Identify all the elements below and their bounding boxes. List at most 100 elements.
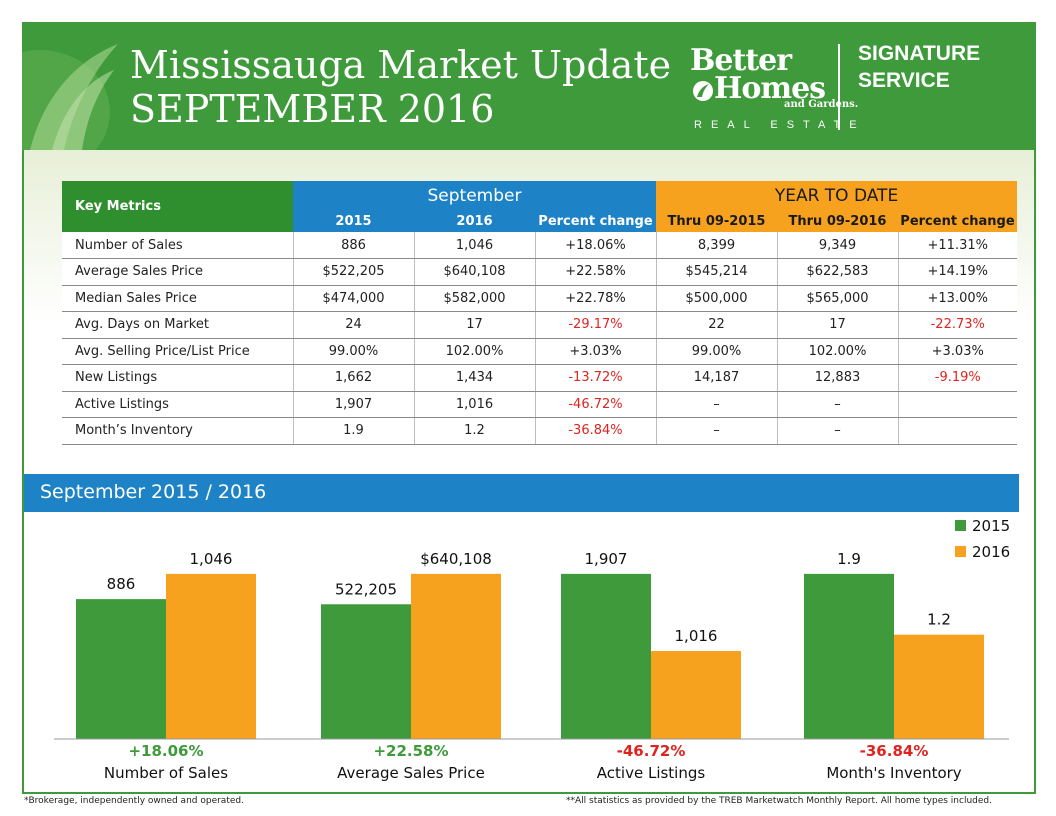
table-cell: 1.9: [292, 417, 414, 445]
bar-2016: [894, 634, 984, 739]
table-cell: 99.00%: [292, 338, 414, 365]
service-line-1: SIGNATURE: [858, 42, 981, 65]
brand-real-estate: REAL ESTATE: [694, 119, 866, 131]
column-header: 2015: [293, 211, 414, 232]
table-cell: 1,907: [292, 391, 414, 418]
table-cell: +3.03%: [897, 338, 1017, 365]
table-cell: +13.00%: [897, 285, 1017, 312]
bar-value-label: 1,046: [190, 550, 233, 568]
legend-label-2015: 2015: [972, 517, 1010, 535]
table-cell: 8,399: [655, 232, 777, 259]
leaf-graphic-icon: [22, 44, 118, 150]
category-label: Month's Inventory: [826, 764, 961, 782]
bar-value-label: 886: [107, 575, 136, 593]
table-cell: -36.84%: [534, 417, 656, 445]
table-cell: [897, 417, 1017, 445]
table-row: Median Sales Price $474,000 $582,000 +22.78…: [62, 285, 1017, 312]
group-change-label: +18.06%: [128, 742, 203, 760]
bar-2016: [166, 573, 256, 739]
table-cell: 102.00%: [413, 338, 535, 365]
table-cell: 24: [292, 311, 414, 339]
brand-logo: Better Homes and Gardens. REAL ESTATE: [686, 46, 858, 138]
table-cell: –: [776, 417, 898, 445]
table-cell: +22.78%: [534, 285, 656, 312]
table-cell: 9,349: [776, 232, 898, 259]
table-cell: -13.72%: [534, 364, 656, 392]
row-label: Avg. Selling Price/List Price: [62, 338, 293, 365]
row-label: Number of Sales: [62, 232, 293, 259]
chart-title-band: September 2015 / 2016: [24, 474, 1019, 512]
report-date-title: SEPTEMBER 2016: [130, 87, 495, 131]
table-row: Active Listings 1,907 1,016 -46.72% – –: [62, 391, 1017, 418]
brand-and-gardens: and Gardens.: [784, 99, 859, 110]
chart-heading: September 2015 / 2016: [40, 481, 267, 503]
table-cell: $500,000: [655, 285, 777, 312]
table-row: Avg. Selling Price/List Price 99.00% 102.0…: [62, 338, 1017, 365]
category-label: Average Sales Price: [337, 764, 485, 782]
group-change-label: -36.84%: [860, 742, 929, 760]
signature-service-label: SIGNATURE SERVICE: [858, 40, 980, 94]
table-cell: $622,583: [776, 258, 898, 286]
key-metrics-header: Key Metrics: [62, 181, 293, 232]
table-cell: 886: [292, 232, 414, 259]
table-cell: 1,662: [292, 364, 414, 392]
table-cell: $545,214: [655, 258, 777, 286]
column-header: 2016: [414, 211, 535, 232]
header-divider: [838, 44, 840, 130]
table-cell: –: [655, 391, 777, 418]
table-cell: $640,108: [413, 258, 535, 286]
header-banner: Mississauga Market Update SEPTEMBER 2016…: [22, 22, 1036, 150]
table-cell: $474,000: [292, 285, 414, 312]
bar-2015: [804, 573, 894, 739]
table-cell: +18.06%: [534, 232, 656, 259]
table-cell: 17: [413, 311, 535, 339]
bar-value-label: 1.2: [927, 611, 951, 629]
legend-label-2016: 2016: [972, 543, 1010, 561]
bar-value-label: 1,907: [585, 550, 628, 568]
table-cell: 12,883: [776, 364, 898, 392]
category-label: Active Listings: [597, 764, 706, 782]
key-metrics-table: Key Metrics September YEAR TO DATE 2015 …: [62, 181, 1017, 445]
september-group-header: September: [293, 181, 656, 211]
table-cell: +22.58%: [534, 258, 656, 286]
table-row: Avg. Days on Market 24 17 -29.17% 22 17 -22.73…: [62, 311, 1017, 339]
table-cell: 1.2: [413, 417, 535, 445]
table-cell: 1,046: [413, 232, 535, 259]
table-cell: –: [655, 417, 777, 445]
column-header: Thru 09-2015: [656, 211, 777, 232]
report-title: Mississauga Market Update: [130, 43, 672, 87]
table-cell: +11.31%: [897, 232, 1017, 259]
bar-2016: [411, 573, 501, 739]
bar-2015: [76, 599, 166, 739]
bar-value-label: 1.9: [837, 550, 861, 568]
group-change-label: +22.58%: [373, 742, 448, 760]
group-change-label: -46.72%: [617, 742, 686, 760]
table-cell: 99.00%: [655, 338, 777, 365]
row-label: Median Sales Price: [62, 285, 293, 312]
table-cell: 1,016: [413, 391, 535, 418]
bar-2015: [561, 573, 651, 739]
bar-2015: [321, 604, 411, 739]
row-label: Average Sales Price: [62, 258, 293, 286]
table-cell: 22: [655, 311, 777, 339]
row-label: Avg. Days on Market: [62, 311, 293, 339]
row-label: Month’s Inventory: [62, 417, 293, 445]
table-cell: -29.17%: [534, 311, 656, 339]
table-cell: +14.19%: [897, 258, 1017, 286]
table-cell: $565,000: [776, 285, 898, 312]
bar-chart-svg: 886 1,046 +18.06% Number of Sales 522,205 $64…: [54, 517, 1010, 782]
brand-word-homes: Homes: [714, 71, 826, 106]
service-line-2: SERVICE: [858, 69, 950, 92]
table-row: Month’s Inventory 1.9 1.2 -36.84% – –: [62, 417, 1017, 445]
column-header: Percent change: [535, 211, 656, 232]
bar-2016: [651, 651, 741, 739]
bar-chart: 886 1,046 +18.06% Number of Sales 522,205 $64…: [24, 512, 1019, 782]
column-header: Percent change: [898, 211, 1017, 232]
table-cell: -9.19%: [897, 364, 1017, 392]
table-cell: 14,187: [655, 364, 777, 392]
table-cell: $582,000: [413, 285, 535, 312]
brand-leaf-icon: [693, 81, 713, 101]
table-row: Number of Sales 886 1,046 +18.06% 8,399 9,349…: [62, 232, 1017, 259]
footnote-brokerage: *Brokerage, independently owned and oper…: [24, 796, 244, 806]
row-label: Active Listings: [62, 391, 293, 418]
